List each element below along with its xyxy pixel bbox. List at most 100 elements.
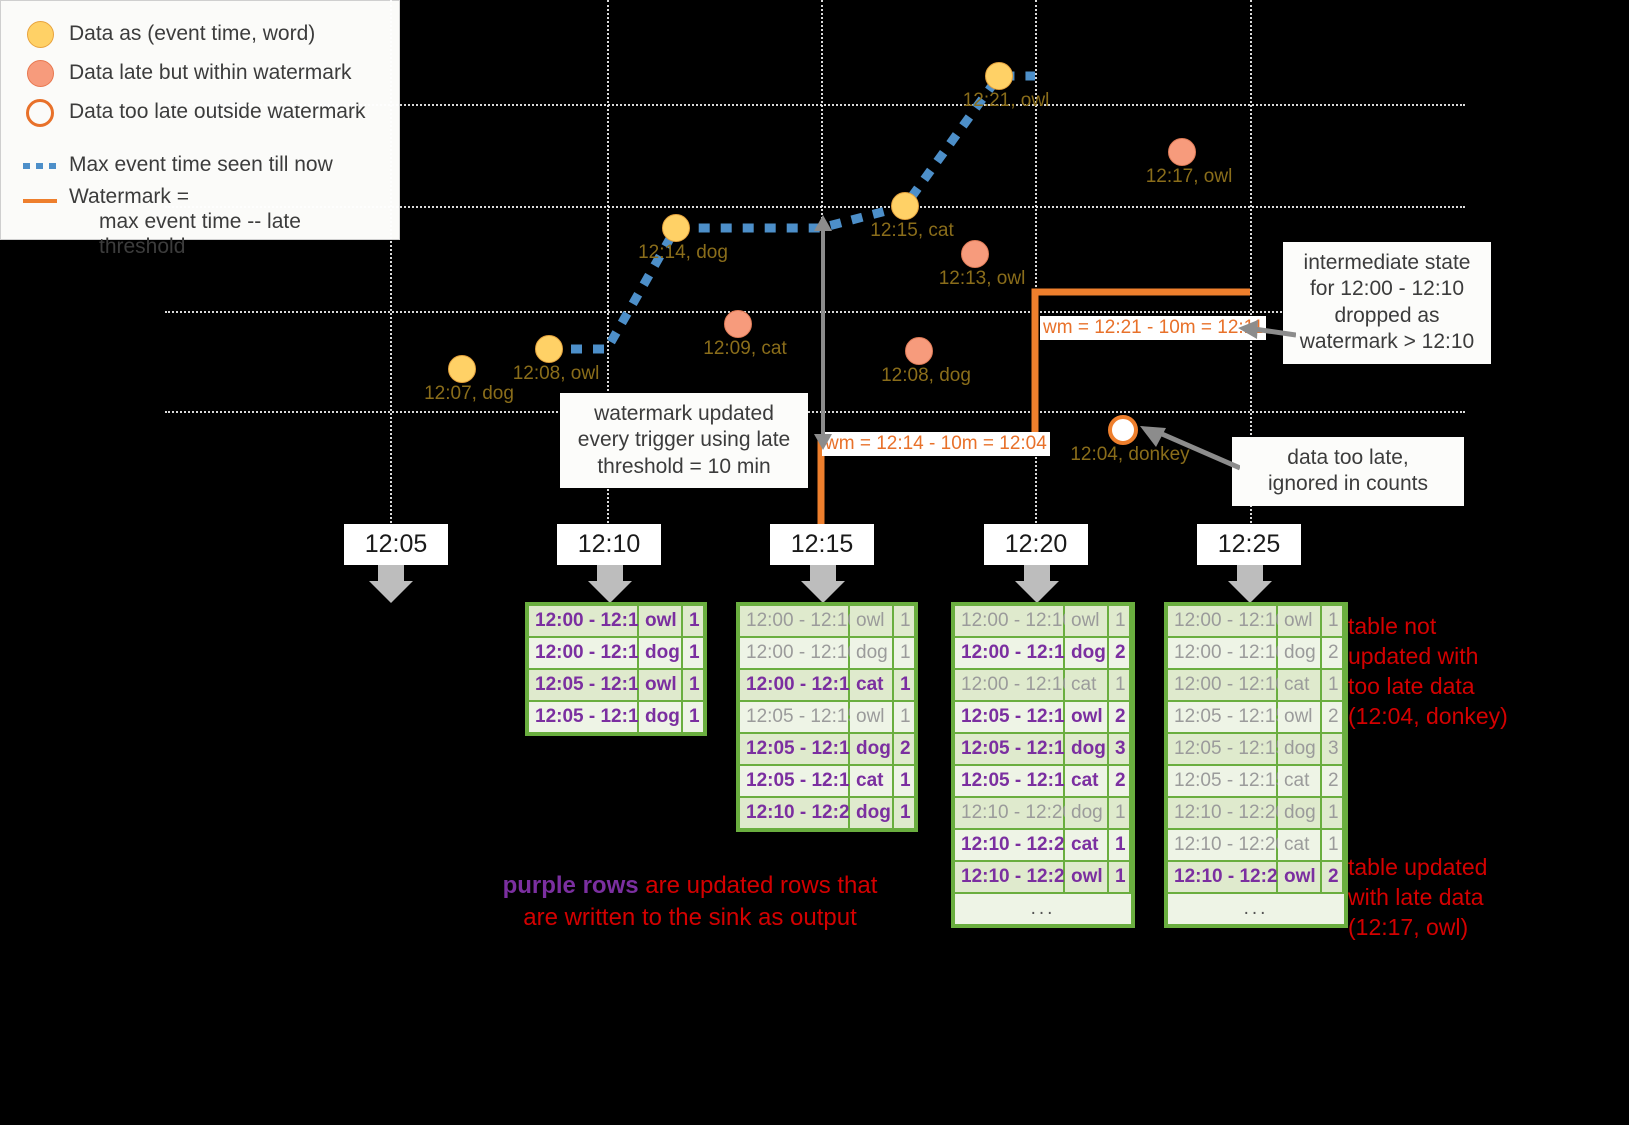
trigger-arrows xyxy=(369,565,1272,603)
table-cell-count: 2 xyxy=(1109,766,1129,796)
table-cell-count: 3 xyxy=(1109,734,1129,764)
legend-item-max-event-time: Max event time seen till now xyxy=(17,146,383,185)
table-row: 12:10 - 12:20 owl 2 xyxy=(1168,862,1344,892)
table-cell-count: 1 xyxy=(1322,830,1342,860)
data-point-1207-dog xyxy=(448,355,476,383)
data-point-label: 12:07, dog xyxy=(424,383,514,404)
table-cell-count: 1 xyxy=(1322,798,1342,828)
table-cell-count: 2 xyxy=(1322,702,1342,732)
table-cell-window: 12:00 - 12:10 xyxy=(1168,638,1286,668)
table-cell-count: 1 xyxy=(894,638,914,668)
table-row: 12:05 - 12:15 owl 2 xyxy=(1168,702,1344,732)
data-point-1217-owl xyxy=(1168,138,1196,166)
table-cell-word: dog xyxy=(1278,734,1320,764)
note-table-not-updated: table not updated with too late data (12… xyxy=(1348,582,1508,731)
table-cell-window: 12:10 - 12:20 xyxy=(955,798,1073,828)
table-cell-count: 2 xyxy=(1109,638,1129,668)
data-point-label: 12:13, owl xyxy=(938,268,1026,289)
table-cell-count: 1 xyxy=(683,606,703,636)
purple-rows-rest: are updated rows that xyxy=(638,872,878,899)
data-point-1221-owl xyxy=(985,62,1013,90)
data-point-1209-cat xyxy=(724,310,752,338)
table-cell-word: cat xyxy=(1278,670,1320,700)
legend-label: Data as (event time, word) xyxy=(69,22,316,46)
time-tick-1225: 12:25 xyxy=(1197,524,1301,565)
result-table-1225: 12:00 - 12:10 owl 1 12:00 - 12:10 dog 2 12:00 … xyxy=(1164,602,1348,928)
data-point-label: 12:08, owl xyxy=(512,363,600,384)
table-cell-window: 12:00 - 12:10 xyxy=(529,606,649,636)
table-cell-count: 1 xyxy=(1109,830,1129,860)
dashed-line-icon xyxy=(17,162,63,169)
legend: Data as (event time, word) Data late but… xyxy=(0,0,400,258)
table-row: 12:00 - 12:10 dog 2 xyxy=(1168,638,1344,668)
note-text: table not updated with too late data (12… xyxy=(1348,612,1508,729)
table-cell-count: 3 xyxy=(1322,734,1342,764)
orange-dot-icon xyxy=(17,60,63,87)
table-cell-word: dog xyxy=(1065,734,1107,764)
table-cell-word: owl xyxy=(850,702,892,732)
hollow-dot-icon xyxy=(17,98,63,127)
table-row: 12:10 - 12:20 dog 1 xyxy=(740,798,914,828)
table-cell-window: 12:00 - 12:10 xyxy=(955,606,1073,636)
table-row: 12:00 - 12:10 owl 1 xyxy=(529,606,703,636)
table-cell-count: 1 xyxy=(1109,606,1129,636)
table-cell-word: cat xyxy=(1065,830,1107,860)
table-cell-count: 1 xyxy=(683,670,703,700)
table-cell-ellipsis: ... xyxy=(1168,894,1344,924)
purple-rows-note: purple rows are updated rows that are wr… xyxy=(490,870,890,935)
callout-watermark-updated: watermark updated every trigger using la… xyxy=(560,393,808,489)
legend-label-cont: max event time -- late threshold xyxy=(99,209,301,258)
table-cell-window: 12:00 - 12:10 xyxy=(529,638,649,668)
note-text: table updated with late data (12:17, owl… xyxy=(1348,853,1488,940)
table-cell-word: dog xyxy=(850,798,892,828)
table-cell-window: 12:00 - 12:10 xyxy=(740,606,858,636)
time-tick-1210: 12:10 xyxy=(557,524,661,565)
data-point-1208-owl xyxy=(535,335,563,363)
gridline-vertical xyxy=(1035,0,1037,575)
table-row: 12:05 - 12:15 dog 3 xyxy=(1168,734,1344,764)
table-cell-window: 12:05 - 12:15 xyxy=(529,670,649,700)
table-cell-count: 1 xyxy=(894,798,914,828)
table-cell-count: 2 xyxy=(1322,766,1342,796)
table-cell-count: 2 xyxy=(894,734,914,764)
table-cell-window: 12:05 - 12:15 xyxy=(1168,734,1286,764)
table-row: 12:00 - 12:10 cat 1 xyxy=(740,670,914,700)
gridline-vertical xyxy=(1250,0,1252,575)
table-row: 12:00 - 12:10 owl 1 xyxy=(1168,606,1344,636)
data-point-label: 12:04, donkey xyxy=(1070,444,1190,465)
table-cell-window: 12:10 - 12:20 xyxy=(955,830,1075,860)
table-cell-window: 12:05 - 12:15 xyxy=(955,702,1075,732)
result-table-1210: 12:00 - 12:10 owl 1 12:00 - 12:10 dog 1 12:05 … xyxy=(525,602,707,736)
note-table-updated-late: table updated with late data (12:17, owl… xyxy=(1348,823,1487,943)
table-cell-count: 1 xyxy=(894,702,914,732)
purple-rows-label: purple rows xyxy=(502,872,639,899)
table-cell-word: owl xyxy=(1278,702,1320,732)
callout-intermediate-state-dropped: intermediate state for 12:00 - 12:10 dro… xyxy=(1283,242,1491,364)
purple-rows-line2: are written to the sink as output xyxy=(523,904,857,932)
table-cell-word: owl xyxy=(1065,862,1107,892)
gridline-horizontal xyxy=(165,411,1465,413)
data-point-label: 12:08, dog xyxy=(881,365,971,386)
table-cell-word: cat xyxy=(1278,766,1320,796)
table-row: 12:00 - 12:10 dog 1 xyxy=(740,638,914,668)
gridline-horizontal xyxy=(165,104,1465,106)
table-row: ... xyxy=(955,894,1131,924)
time-tick-1215: 12:15 xyxy=(770,524,874,565)
time-tick-1205: 12:05 xyxy=(344,524,448,565)
table-cell-window: 12:00 - 12:10 xyxy=(1168,606,1286,636)
table-cell-window: 12:05 - 12:15 xyxy=(740,702,858,732)
legend-label: Watermark = xyxy=(69,185,189,208)
table-cell-window: 12:00 - 12:10 xyxy=(740,638,858,668)
table-cell-word: cat xyxy=(850,670,892,700)
table-cell-window: 12:05 - 12:15 xyxy=(529,702,649,732)
table-row: 12:10 - 12:20 cat 1 xyxy=(955,830,1131,860)
data-point-label: 12:15, cat xyxy=(870,220,954,241)
table-cell-window: 12:05 - 12:15 xyxy=(955,766,1075,796)
table-row: 12:10 - 12:20 owl 1 xyxy=(955,862,1131,892)
table-cell-window: 12:05 - 12:15 xyxy=(1168,702,1286,732)
table-cell-window: 12:10 - 12:20 xyxy=(1168,830,1286,860)
watermark-label-2: wm = 12:21 - 10m = 12:11 xyxy=(1040,316,1267,340)
table-cell-window: 12:10 - 12:20 xyxy=(1168,798,1286,828)
table-cell-word: dog xyxy=(850,638,892,668)
table-cell-window: 12:00 - 12:10 xyxy=(955,670,1073,700)
